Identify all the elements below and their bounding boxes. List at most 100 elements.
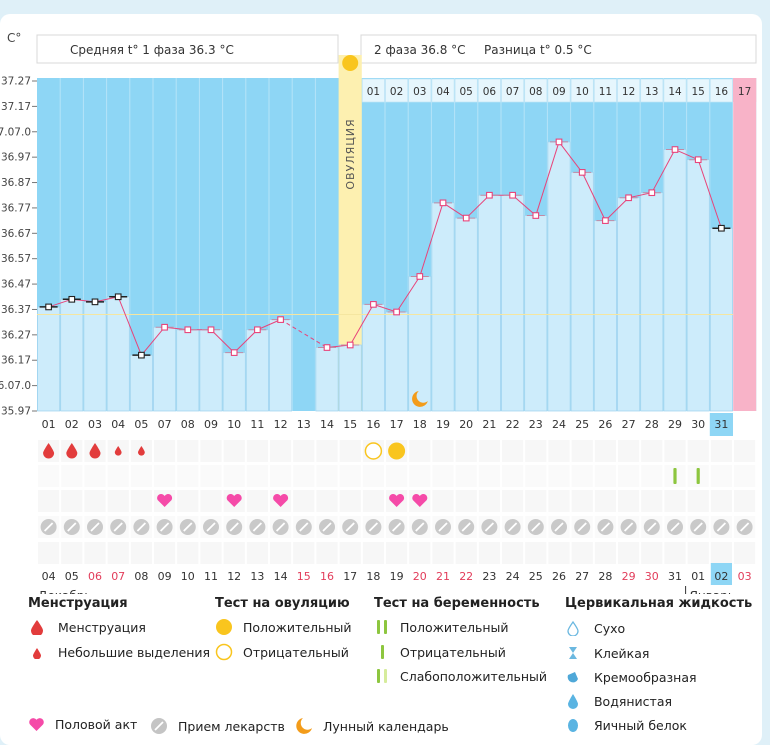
cycle-day-label: 07 — [158, 418, 172, 431]
medication-pill-stroke — [739, 522, 750, 532]
blood-drop-icon — [31, 620, 43, 637]
row-cell — [293, 542, 315, 564]
yellow-dot-icon — [216, 619, 232, 635]
temperature-bar — [245, 329, 269, 412]
cycle-day-label: 23 — [529, 418, 543, 431]
row-cell — [223, 440, 245, 462]
cycle-day-label: 29 — [668, 418, 682, 431]
phase2-day-cell — [709, 78, 733, 103]
calendar-date: 02 — [714, 570, 728, 583]
cycle-day-label: 26 — [598, 418, 612, 431]
row-cell — [571, 490, 593, 512]
row-cell — [409, 465, 431, 487]
row-cell — [409, 542, 431, 564]
calendar-date: 03 — [738, 570, 752, 583]
temperature-bar — [129, 354, 153, 412]
calendar-date: 21 — [436, 570, 450, 583]
calendar-date: 15 — [297, 570, 311, 583]
legend-menstruation-item: Менструация — [30, 619, 146, 637]
row-cell — [432, 490, 454, 512]
temperature-segment — [280, 319, 328, 348]
bbt-chart: C° Средняя t° 1 фаза 36.3 °C 2 фаза 36.8… — [0, 31, 757, 594]
legend-cervical-dry: Сухо — [566, 620, 625, 637]
row-cell — [362, 465, 384, 487]
legend-spotting-item: Небольшие выделения — [32, 645, 210, 660]
temperature-point — [648, 189, 656, 197]
temperature-bar — [361, 304, 385, 412]
cycle-day-label: 24 — [552, 418, 566, 431]
y-tick-label: 36.07.0 — [0, 380, 31, 392]
temperature-point — [439, 199, 447, 207]
row-cell — [664, 490, 686, 512]
row-cell — [734, 440, 756, 462]
legend-menstruation-heading: Менструация — [28, 596, 128, 611]
cycle-day-label: 30 — [691, 418, 705, 431]
row-cell — [84, 490, 106, 512]
phase2-day-label: 14 — [668, 86, 682, 98]
temperature-point — [323, 344, 331, 351]
row-cell — [386, 542, 408, 564]
temperature-point — [671, 146, 679, 153]
y-tick-label: 36.27 — [1, 329, 31, 341]
cycle-day-label: 10 — [227, 418, 241, 431]
row-cell — [548, 490, 570, 512]
temperature-segment — [442, 202, 467, 219]
row-cell — [386, 465, 408, 487]
row-cell — [38, 490, 60, 512]
calendar-date: 07 — [111, 570, 125, 583]
temperature-bar — [338, 344, 362, 412]
temperature-point — [346, 341, 354, 349]
y-tick-label: 37.27 — [1, 76, 31, 88]
row-cell — [38, 465, 60, 487]
cycle-day-label: 09 — [204, 418, 218, 431]
legend-cervical-watery: Водянистая — [566, 693, 672, 709]
water-drop-icon — [568, 694, 578, 709]
row-cell — [710, 542, 732, 564]
temperature-point — [138, 351, 145, 359]
row-cell — [432, 465, 454, 487]
row-cell — [316, 490, 338, 512]
row-cell — [293, 490, 315, 512]
medication-pill-stroke — [415, 522, 425, 532]
y-tick-label: 36.87 — [1, 177, 31, 189]
temperature-point — [45, 303, 52, 311]
legend-cervical-creamy-label: Кремообразная — [593, 670, 697, 685]
ovulation-test-positive — [388, 442, 406, 460]
row-cell — [664, 542, 686, 564]
calendar-date: 16 — [320, 570, 334, 583]
row-cell — [154, 542, 176, 564]
calendar-date: 04 — [42, 570, 56, 583]
legend-cervical-watery-label: Водянистая — [593, 694, 672, 709]
row-cell — [154, 440, 176, 462]
medication-pill-stroke — [647, 522, 657, 532]
row-cell — [223, 465, 245, 487]
cycle-day-label: 12 — [274, 418, 288, 431]
row-cell — [177, 490, 199, 512]
medication-pill-stroke — [275, 522, 286, 532]
row-cell — [270, 440, 292, 462]
egg-white-icon — [568, 719, 578, 732]
row-cell — [432, 440, 454, 462]
temperature-bar — [106, 296, 130, 412]
temperature-segment — [512, 194, 537, 216]
diff-text: Разница t° 0.5 °C — [484, 43, 592, 57]
row-cell — [548, 542, 570, 564]
temperature-point — [718, 224, 725, 232]
temperature-point — [114, 293, 122, 301]
temperature-segment — [651, 149, 676, 193]
row-cell — [548, 440, 570, 462]
cycle-day-label: 17 — [390, 418, 404, 431]
temperature-segment — [210, 329, 235, 353]
legend-cervical-eggwhite: Яичный белок — [566, 717, 687, 733]
creamy-drop-icon — [567, 672, 578, 683]
row-cell — [316, 440, 338, 462]
double-line-icon — [377, 620, 387, 634]
row-cell — [293, 465, 315, 487]
medication-pill-stroke — [322, 522, 332, 532]
temperature-bar — [431, 202, 455, 412]
legend-menstruation-label: Менструация — [57, 620, 146, 635]
calendar-date: 05 — [65, 570, 79, 583]
row-cell — [571, 440, 593, 462]
calendar-date: 24 — [506, 570, 520, 583]
row-cell — [246, 440, 268, 462]
